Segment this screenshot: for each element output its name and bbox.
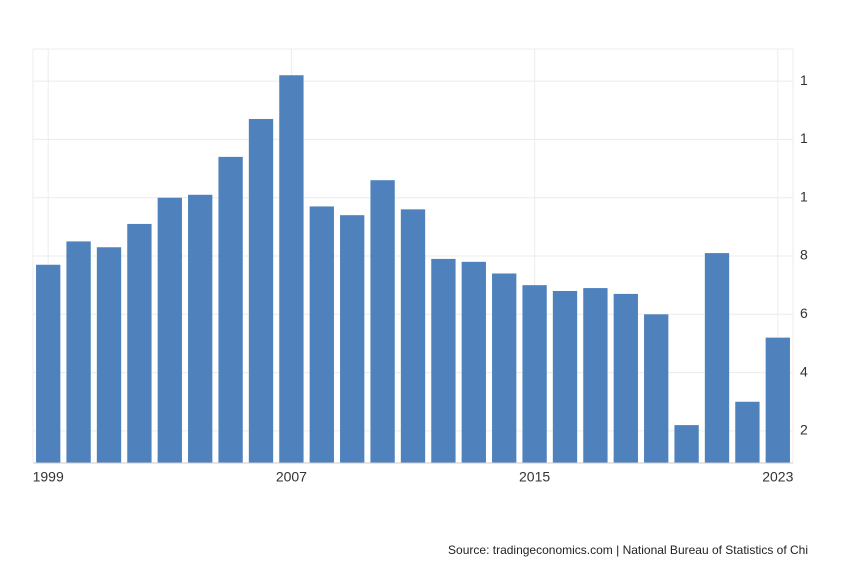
x-tick-label: 2015	[519, 469, 550, 485]
bar	[522, 285, 547, 463]
bar	[279, 75, 304, 463]
source: Source: tradingeconomics.com | National …	[448, 543, 808, 557]
bar	[704, 253, 730, 463]
bar	[644, 314, 669, 463]
y-tick-label: 2	[800, 422, 808, 438]
bar	[36, 264, 61, 463]
bar	[127, 223, 152, 463]
x-tick-label: 2023	[762, 469, 793, 485]
y-tick-label: 6	[800, 305, 808, 321]
bar	[218, 156, 243, 464]
bar	[66, 241, 91, 463]
bar	[552, 290, 578, 463]
x-tick-label: 2007	[276, 469, 307, 485]
y-tick-label: 14	[800, 72, 816, 88]
bar	[340, 215, 365, 463]
bar	[309, 206, 334, 463]
bar	[492, 273, 517, 463]
bar	[188, 194, 213, 463]
y-tick-label: 8	[800, 247, 808, 263]
bar	[157, 197, 182, 464]
bar	[96, 247, 122, 463]
bar	[765, 337, 790, 463]
bar	[248, 118, 274, 463]
bar	[461, 261, 486, 463]
bar	[400, 209, 426, 463]
bar	[370, 180, 395, 463]
plot-area: 2 4 6 8 10 12 14 1999 2007 2015 2023	[32, 48, 816, 485]
y-tick-label: 4	[800, 363, 808, 379]
bar	[613, 293, 638, 463]
bar	[735, 401, 760, 463]
bar	[431, 258, 456, 463]
bar	[674, 425, 699, 463]
y-tick-label: 12	[800, 130, 816, 146]
bar	[583, 288, 608, 463]
x-tick-label: 1999	[33, 469, 64, 485]
y-tick-label: 10	[800, 188, 816, 204]
